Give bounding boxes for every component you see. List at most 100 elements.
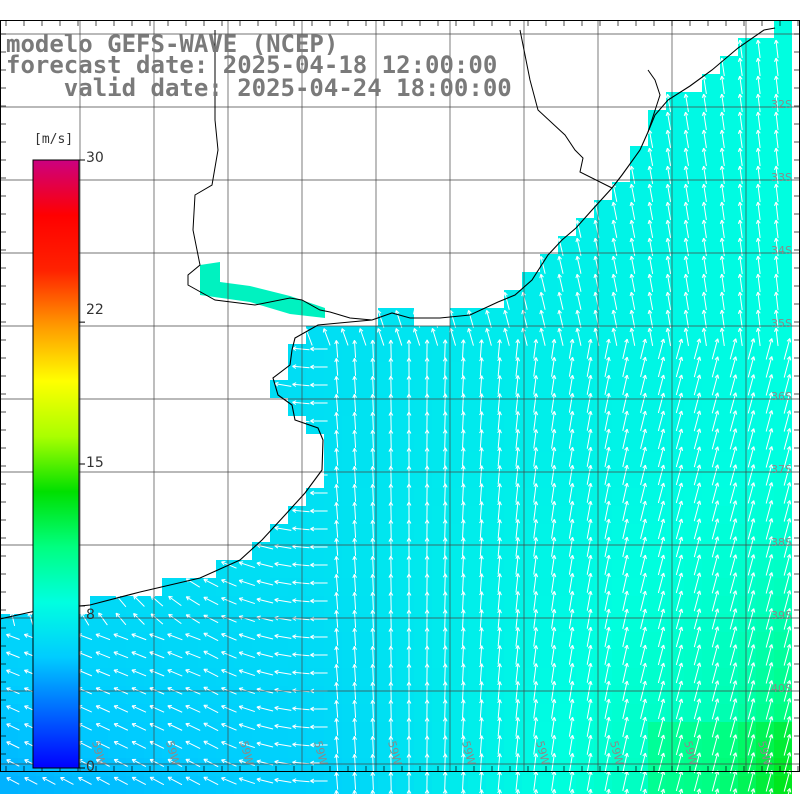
speed-cell <box>126 704 144 722</box>
speed-cell <box>306 344 324 362</box>
wind-arrow <box>711 410 720 432</box>
wind-arrow <box>737 255 743 274</box>
wind-arrow <box>60 794 70 800</box>
speed-cell <box>288 722 306 740</box>
lat-lon-grid <box>0 20 800 772</box>
wind-arrow <box>747 608 756 630</box>
wind-arrow <box>622 446 629 467</box>
speed-cell <box>720 254 738 272</box>
wind-arrow <box>611 291 618 310</box>
lagoon-shore <box>647 69 661 133</box>
speed-cell <box>216 776 234 794</box>
wind-arrow <box>657 752 666 774</box>
speed-cell <box>396 704 414 722</box>
wind-arrow <box>647 165 654 184</box>
wind-arrow <box>783 716 792 738</box>
wind-arrow <box>657 500 666 522</box>
speed-cell <box>738 146 756 164</box>
wind-arrow <box>622 572 629 593</box>
wind-arrow <box>657 608 666 630</box>
wind-arrow <box>604 536 611 557</box>
wind-arrow <box>729 392 738 414</box>
wind-arrow <box>515 699 521 719</box>
wind-arrow <box>575 219 582 238</box>
wind-arrow <box>765 464 774 486</box>
wind-arrow <box>238 759 255 767</box>
speed-cell <box>162 614 180 632</box>
speed-cell <box>180 578 198 596</box>
wind-arrow <box>629 273 636 292</box>
speed-cell <box>180 740 198 758</box>
speed-cell <box>342 632 360 650</box>
wind-arrow <box>406 699 412 719</box>
speed-cell <box>108 596 126 614</box>
speed-cell <box>342 506 360 524</box>
wind-arrow <box>675 356 684 378</box>
country-border <box>519 29 613 189</box>
wind-arrow <box>292 598 310 603</box>
speed-cell <box>720 326 738 344</box>
speed-cell <box>702 326 720 344</box>
wind-arrow <box>622 374 629 395</box>
speed-cell <box>774 92 792 110</box>
wind-arrow <box>693 410 702 432</box>
speed-cell <box>432 740 450 758</box>
wind-arrow <box>683 327 689 346</box>
wind-arrow <box>675 410 684 432</box>
wind-arrow <box>711 644 720 666</box>
wind-arrow <box>334 556 339 574</box>
wind-arrow <box>424 393 430 413</box>
speed-cell <box>522 308 540 326</box>
speed-cell <box>684 200 702 218</box>
speed-cell <box>486 776 504 794</box>
speed-cell <box>450 470 468 488</box>
speed-cell <box>738 128 756 146</box>
wind-arrow <box>765 536 774 558</box>
speed-cell <box>270 722 288 740</box>
wind-arrow <box>133 595 145 607</box>
wind-arrow <box>765 338 774 360</box>
wind-arrow <box>533 645 539 665</box>
wind-arrow <box>729 536 738 558</box>
wind-arrow <box>131 651 147 659</box>
wind-arrow <box>131 722 147 731</box>
wind-arrow <box>310 526 328 532</box>
speed-cell <box>414 344 432 362</box>
wind-arrow <box>149 669 165 677</box>
wind-arrow <box>310 364 328 370</box>
wind-arrow <box>773 39 779 58</box>
wind-arrow <box>729 410 738 432</box>
wind-arrow <box>729 482 738 504</box>
wind-arrow <box>551 393 557 413</box>
speed-cell <box>756 290 774 308</box>
wind-arrow <box>310 670 328 676</box>
speed-cell <box>396 488 414 506</box>
speed-cell <box>396 596 414 614</box>
speed-cell <box>90 650 108 668</box>
wind-arrow <box>678 788 684 800</box>
wind-arrow <box>388 483 394 502</box>
wind-arrow <box>711 464 720 486</box>
wind-arrow <box>586 734 593 755</box>
wind-arrow <box>622 644 629 665</box>
wind-arrow <box>460 735 466 755</box>
wind-arrow <box>711 734 720 756</box>
wind-arrow <box>783 554 792 576</box>
wind-arrow <box>640 698 647 720</box>
wind-arrow <box>515 339 521 359</box>
speed-cell <box>378 650 396 668</box>
speed-cell <box>684 128 702 146</box>
wind-arrow <box>622 356 629 377</box>
wind-arrow <box>352 789 358 800</box>
speed-cell <box>756 92 774 110</box>
speed-cell <box>486 740 504 758</box>
wind-arrow <box>711 482 720 504</box>
speed-cell <box>288 524 306 542</box>
wind-arrow <box>693 716 702 738</box>
speed-cell <box>270 542 288 560</box>
wind-arrow <box>131 794 142 800</box>
wind-arrow <box>334 412 339 430</box>
speed-cell <box>666 182 684 200</box>
wind-arrow <box>442 555 448 575</box>
wind-arrow <box>657 554 666 576</box>
